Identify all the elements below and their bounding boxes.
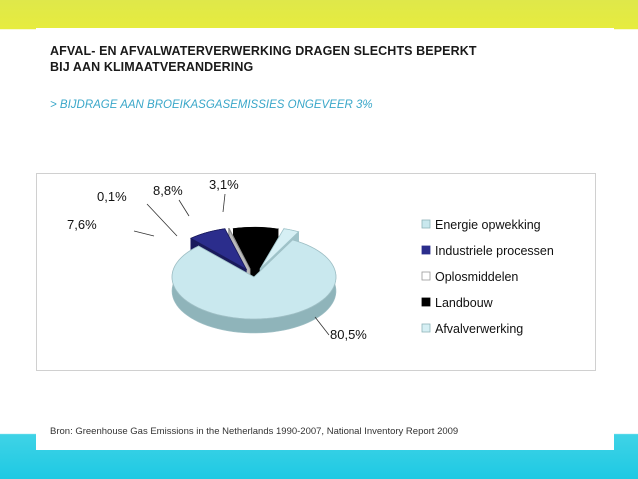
page-title: AFVAL- EN AFVALWATERVERWERKING DRAGEN SL…: [50, 44, 590, 75]
pie-chart: 80,5% 7,6% 0,1% 8,8% 3,1% Energie opwekking In…: [36, 173, 596, 371]
legend-label-0: Energie opwekking: [435, 218, 541, 232]
data-label-0: 80,5%: [330, 327, 367, 342]
legend-swatch-4: [421, 323, 431, 333]
source-note: Bron: Greenhouse Gas Emissions in the Ne…: [50, 426, 459, 437]
legend-swatch-3: [421, 297, 431, 307]
data-label-4: 3,1%: [209, 177, 239, 192]
legend-swatch-2: [421, 271, 431, 281]
legend-label-2: Oplosmiddelen: [435, 270, 518, 284]
title-line-1: AFVAL- EN AFVALWATERVERWERKING DRAGEN SL…: [50, 44, 477, 58]
data-label-3: 8,8%: [153, 183, 183, 198]
data-label-2: 0,1%: [97, 189, 127, 204]
legend-label-4: Afvalverwerking: [435, 322, 523, 336]
leader-line-0: [314, 316, 330, 336]
leader-line-4: [222, 193, 226, 213]
title-line-2: BIJ AAN KLIMAATVERANDERING: [50, 59, 254, 74]
legend-swatch-1: [421, 245, 431, 255]
leader-line-3: [178, 199, 190, 217]
legend-swatch-0: [421, 219, 431, 229]
pie-chart-svg: 80,5% 7,6%0,1% 8,8% 3,1% Energie opwekking In…: [67, 177, 554, 342]
leader-line-2: [146, 203, 178, 237]
data-label-1: 7,6%: [67, 217, 97, 232]
subtitle: > BIJDRAGE AAN BROEIKASGASEMISSIES ONGEV…: [50, 99, 373, 111]
legend-label-1: Industriele processen: [435, 244, 554, 258]
pie-slice-top-2: [228, 227, 251, 270]
pie-slice-top-0: [171, 239, 337, 320]
pie-slice-top-4: [259, 228, 300, 270]
pie-slice-top-1: [190, 228, 248, 271]
legend-label-3: Landbouw: [435, 296, 494, 310]
slide: AFVAL- EN AFVALWATERVERWERKING DRAGEN SL…: [36, 28, 614, 450]
pie-slice-energie-opwekking: [171, 239, 337, 334]
pie-slice-top-3: [232, 226, 279, 271]
leader-line-1: [133, 230, 155, 237]
